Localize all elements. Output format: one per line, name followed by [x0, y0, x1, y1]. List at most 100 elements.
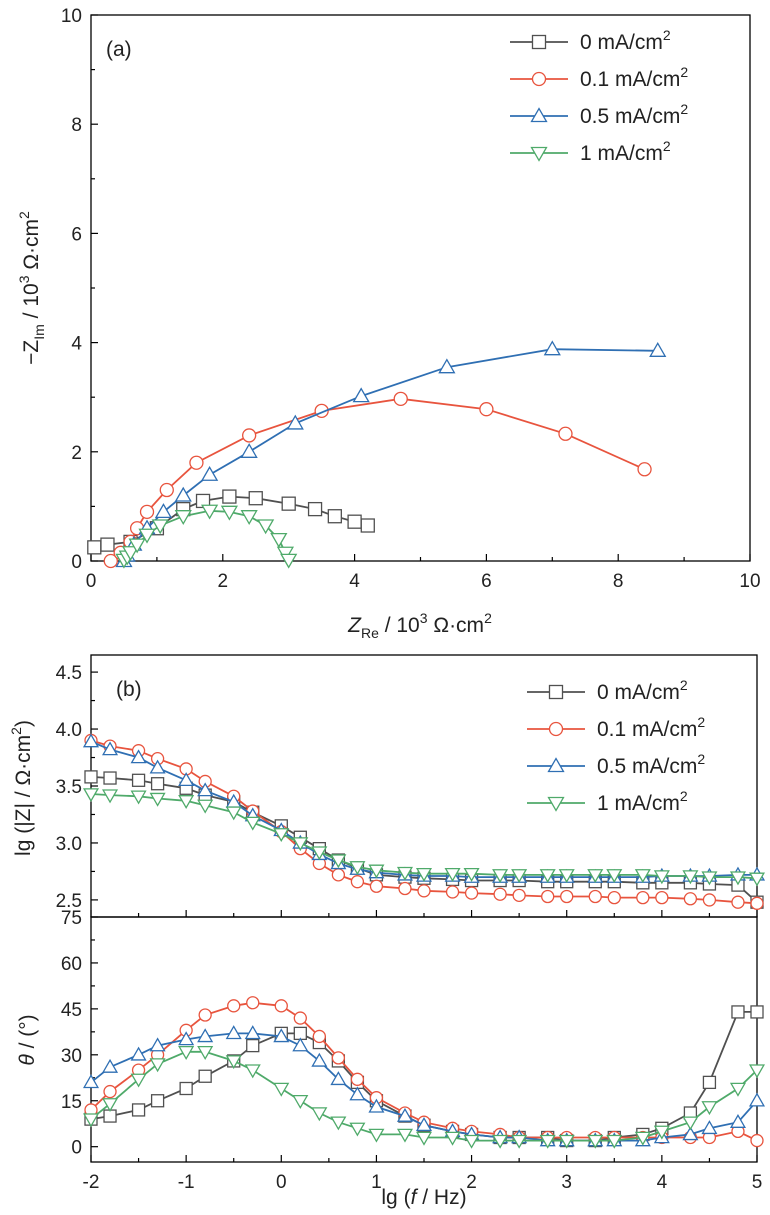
panel-b-bottom-series-3-point: [178, 1046, 195, 1060]
panel-a-x-tick-label: 0: [86, 571, 97, 592]
panel-a-series-0-point: [281, 496, 296, 511]
panel-b-legend-marker-0: [548, 684, 564, 700]
panel-a-y-tick-label: 4: [71, 334, 82, 355]
panel-a-series-3-point: [151, 519, 169, 535]
panel-b-bottom-series-1-point: [246, 996, 260, 1010]
panel-a-series-1-point: [393, 391, 408, 406]
panel-b-bottom-series-2-point: [701, 1120, 718, 1135]
panel-b-x-axis-title: lg (f / Hz): [381, 1186, 466, 1209]
panel-b-legend-label-1: 0.1 mA/cm2: [597, 714, 705, 741]
panel-b-bottom-series-3-point: [83, 1113, 100, 1128]
panel-b-top-series-0-point: [131, 773, 146, 787]
panel-a-series-0-point: [347, 514, 362, 529]
panel-b-bottom-series-2-point: [748, 1092, 765, 1107]
panel-a-series-2-point: [543, 340, 561, 356]
panel-b-bottom-series-2-point: [292, 1037, 309, 1052]
panel-b-legend-marker-1: [548, 721, 564, 737]
panel-b-top-y-tick-label: 4.0: [56, 720, 82, 741]
panel-b-bottom-y-tick-label: 15: [61, 1092, 82, 1113]
panel-a-series-3-point: [257, 519, 275, 535]
panel-a-series-0-point: [100, 537, 115, 552]
panel-b-top-y-tick-label: 3.5: [56, 777, 82, 798]
panel-b-top-series-1-point: [464, 886, 479, 900]
panel-b-bottom-series-0-point: [179, 1081, 193, 1096]
panel-b-bottom-series-2-point: [682, 1126, 699, 1141]
panel-b-top-series-3-point: [444, 867, 461, 882]
panel-b-legend-marker-2: [547, 757, 565, 773]
panel-b-top-series-1-point: [398, 881, 412, 896]
panel-b-bottom-y-axis-title: θ / (°): [16, 1014, 39, 1065]
panel-a-x-tick-label: 10: [739, 571, 760, 592]
panel-b-bottom-y-tick-label: 30: [61, 1046, 82, 1067]
panel-b-bottom-series-2-point: [178, 1031, 195, 1046]
panel-b-bottom-series-3-point: [130, 1073, 147, 1088]
panel-b-bottom-series-2-point: [311, 1052, 328, 1067]
panel-a-series-1-point: [189, 455, 204, 470]
panel-b-bottom-series-3-point: [273, 1082, 290, 1097]
panel-b-top-series-2-point: [149, 759, 166, 774]
panel-b-top-series-3-point: [396, 866, 413, 881]
panel-b-top-series-3-point: [368, 864, 385, 879]
panel-b-bottom-series-1-point: [293, 1011, 307, 1025]
panel-b-bottom-series-3-point: [558, 1134, 575, 1149]
panel-a-label: (a): [106, 38, 132, 61]
panel-b-top-series-2-point: [197, 782, 214, 797]
panel-b-top-series-1-point: [655, 890, 669, 905]
panel-a-legend-marker-1: [531, 71, 547, 87]
panel-b-top-series-1-point: [350, 875, 365, 889]
panel-b-top-y-axis-title: lg (|Z| / Ω·cm2): [8, 720, 35, 856]
panel-b-bottom-series-1-point: [103, 1084, 117, 1099]
panel-b-bottom-series-0-point: [198, 1069, 212, 1083]
panel-b-bottom-series-3-point: [349, 1122, 366, 1137]
panel-b-bottom-series-0-point: [731, 1005, 745, 1019]
panel-b-top-series-3-point: [729, 871, 746, 886]
panel-b-bottom-series-3-point: [311, 1107, 328, 1122]
panel-b-bottom-series-3-point: [197, 1046, 214, 1060]
panel-b-bottom-series-2-point: [729, 1113, 746, 1128]
panel-a-series-3-point: [121, 546, 140, 562]
panel-b-bottom-series-3-point: [634, 1131, 651, 1146]
panel-b-top-series-1-point: [731, 895, 745, 909]
panel-b-top-series-3-point: [587, 869, 604, 884]
panel-a-y-tick-label: 6: [71, 224, 82, 245]
panel-b-top-series-1-point: [331, 868, 346, 882]
panel-b-top-series-1-point: [607, 890, 621, 905]
panel-b-top-series-1-point: [369, 879, 384, 893]
panel-b-bottom-series-2-point: [225, 1025, 242, 1040]
panel-a-series-0-point: [222, 489, 237, 504]
panel-a-x-tick-label: 2: [218, 571, 229, 592]
panel-b-bottom-x-tick-label: 1: [371, 1172, 382, 1193]
panel-a-legend-label-1: 0.1 mA/cm2: [580, 64, 688, 91]
panel-b-top-series-3-point: [330, 854, 347, 869]
panel-b-bottom-y-tick-label: 75: [61, 908, 82, 929]
panel-a-legend-label-2: 0.5 mA/cm2: [580, 101, 688, 128]
panel-b-top-series-1-point: [512, 888, 526, 903]
panel-b-bottom-series-2-point: [197, 1028, 214, 1043]
panel-a-series-3-point: [174, 510, 192, 526]
panel-a-series-2-point: [438, 358, 456, 374]
panel-b-bottom-y-tick-label: 60: [61, 954, 82, 975]
panel-b-bottom-y-tick-label: 45: [61, 1000, 82, 1021]
panel-b-top-series-3-point: [701, 871, 718, 886]
panel-a-y-tick-label: 2: [71, 443, 82, 464]
panel-b-top-y-tick-label: 2.5: [56, 891, 82, 912]
panel-b-bottom-x-tick-label: 3: [561, 1172, 572, 1193]
panel-a-series-3-point: [128, 538, 146, 554]
panel-a-series-0-point: [360, 518, 375, 533]
panel-b-top-series-3-point: [83, 788, 100, 803]
panel-a-series-2-point: [201, 465, 219, 481]
panel-a-series-2-point: [174, 486, 192, 502]
panel-a-series-0-point: [327, 509, 342, 524]
panel-a-legend-label-0: 0 mA/cm2: [580, 27, 671, 54]
panel-b-top-series-1-point: [493, 887, 507, 901]
panel-b-bottom-series-3-point: [330, 1116, 347, 1131]
panel-b-bottom-series-3: [83, 1046, 765, 1149]
panel-b-bottom-series-3-point: [444, 1131, 461, 1146]
panel-b-top-series-0-point: [103, 771, 117, 785]
panel-a-series-2-point: [649, 342, 667, 357]
panel-b-bottom-series-1-point: [750, 1133, 764, 1148]
panel-a-series-2-point: [154, 503, 173, 519]
panel-a-series-1-point: [637, 462, 652, 477]
panel-b-top-series-1-point: [417, 884, 431, 898]
